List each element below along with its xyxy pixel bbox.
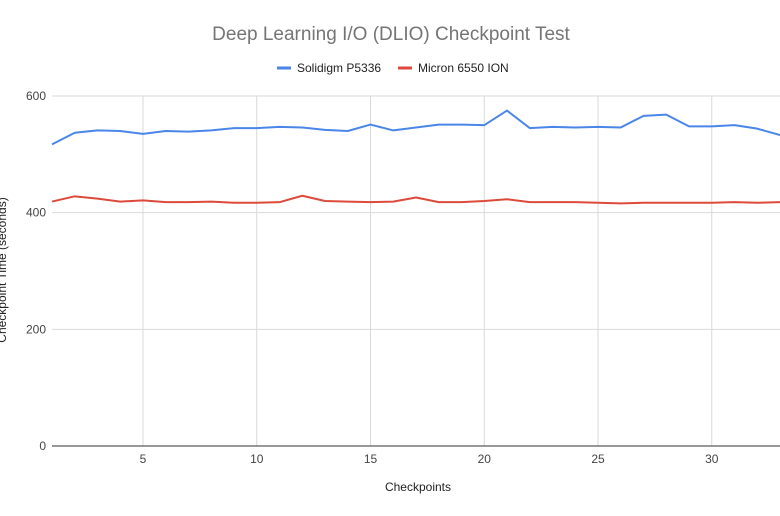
x-axis-title: Checkpoints	[385, 480, 451, 494]
y-tick-label-0: 0	[39, 439, 46, 453]
y-tick-labels: 0 200 400 600	[26, 89, 46, 453]
gridlines	[52, 95, 780, 446]
x-tick-labels: 5 10 15 20 25 30	[140, 452, 719, 466]
legend-label-micron: Micron 6550 ION	[418, 61, 509, 75]
x-tick-label-20: 20	[478, 452, 492, 466]
y-tick-label-600: 600	[26, 89, 46, 103]
legend: Solidigm P5336 Micron 6550 ION	[277, 61, 509, 75]
x-tick-label-15: 15	[364, 452, 378, 466]
legend-label-solidigm: Solidigm P5336	[297, 61, 381, 75]
series-lines	[51, 109, 780, 205]
series-line-solidigm-p5336	[51, 109, 780, 146]
series-line-micron-6550-ion	[51, 194, 780, 205]
y-tick-label-400: 400	[26, 206, 46, 220]
legend-item-solidigm[interactable]: Solidigm P5336	[277, 61, 381, 75]
x-tick-label-5: 5	[140, 452, 147, 466]
y-tick-label-200: 200	[26, 322, 46, 336]
chart-title: Deep Learning I/O (DLIO) Checkpoint Test	[212, 24, 570, 45]
y-axis-title: Checkpoint Time (seconds)	[0, 197, 9, 342]
x-tick-label-10: 10	[250, 452, 264, 466]
legend-item-micron[interactable]: Micron 6550 ION	[398, 61, 509, 75]
x-tick-label-30: 30	[705, 452, 719, 466]
x-tick-label-25: 25	[591, 452, 605, 466]
